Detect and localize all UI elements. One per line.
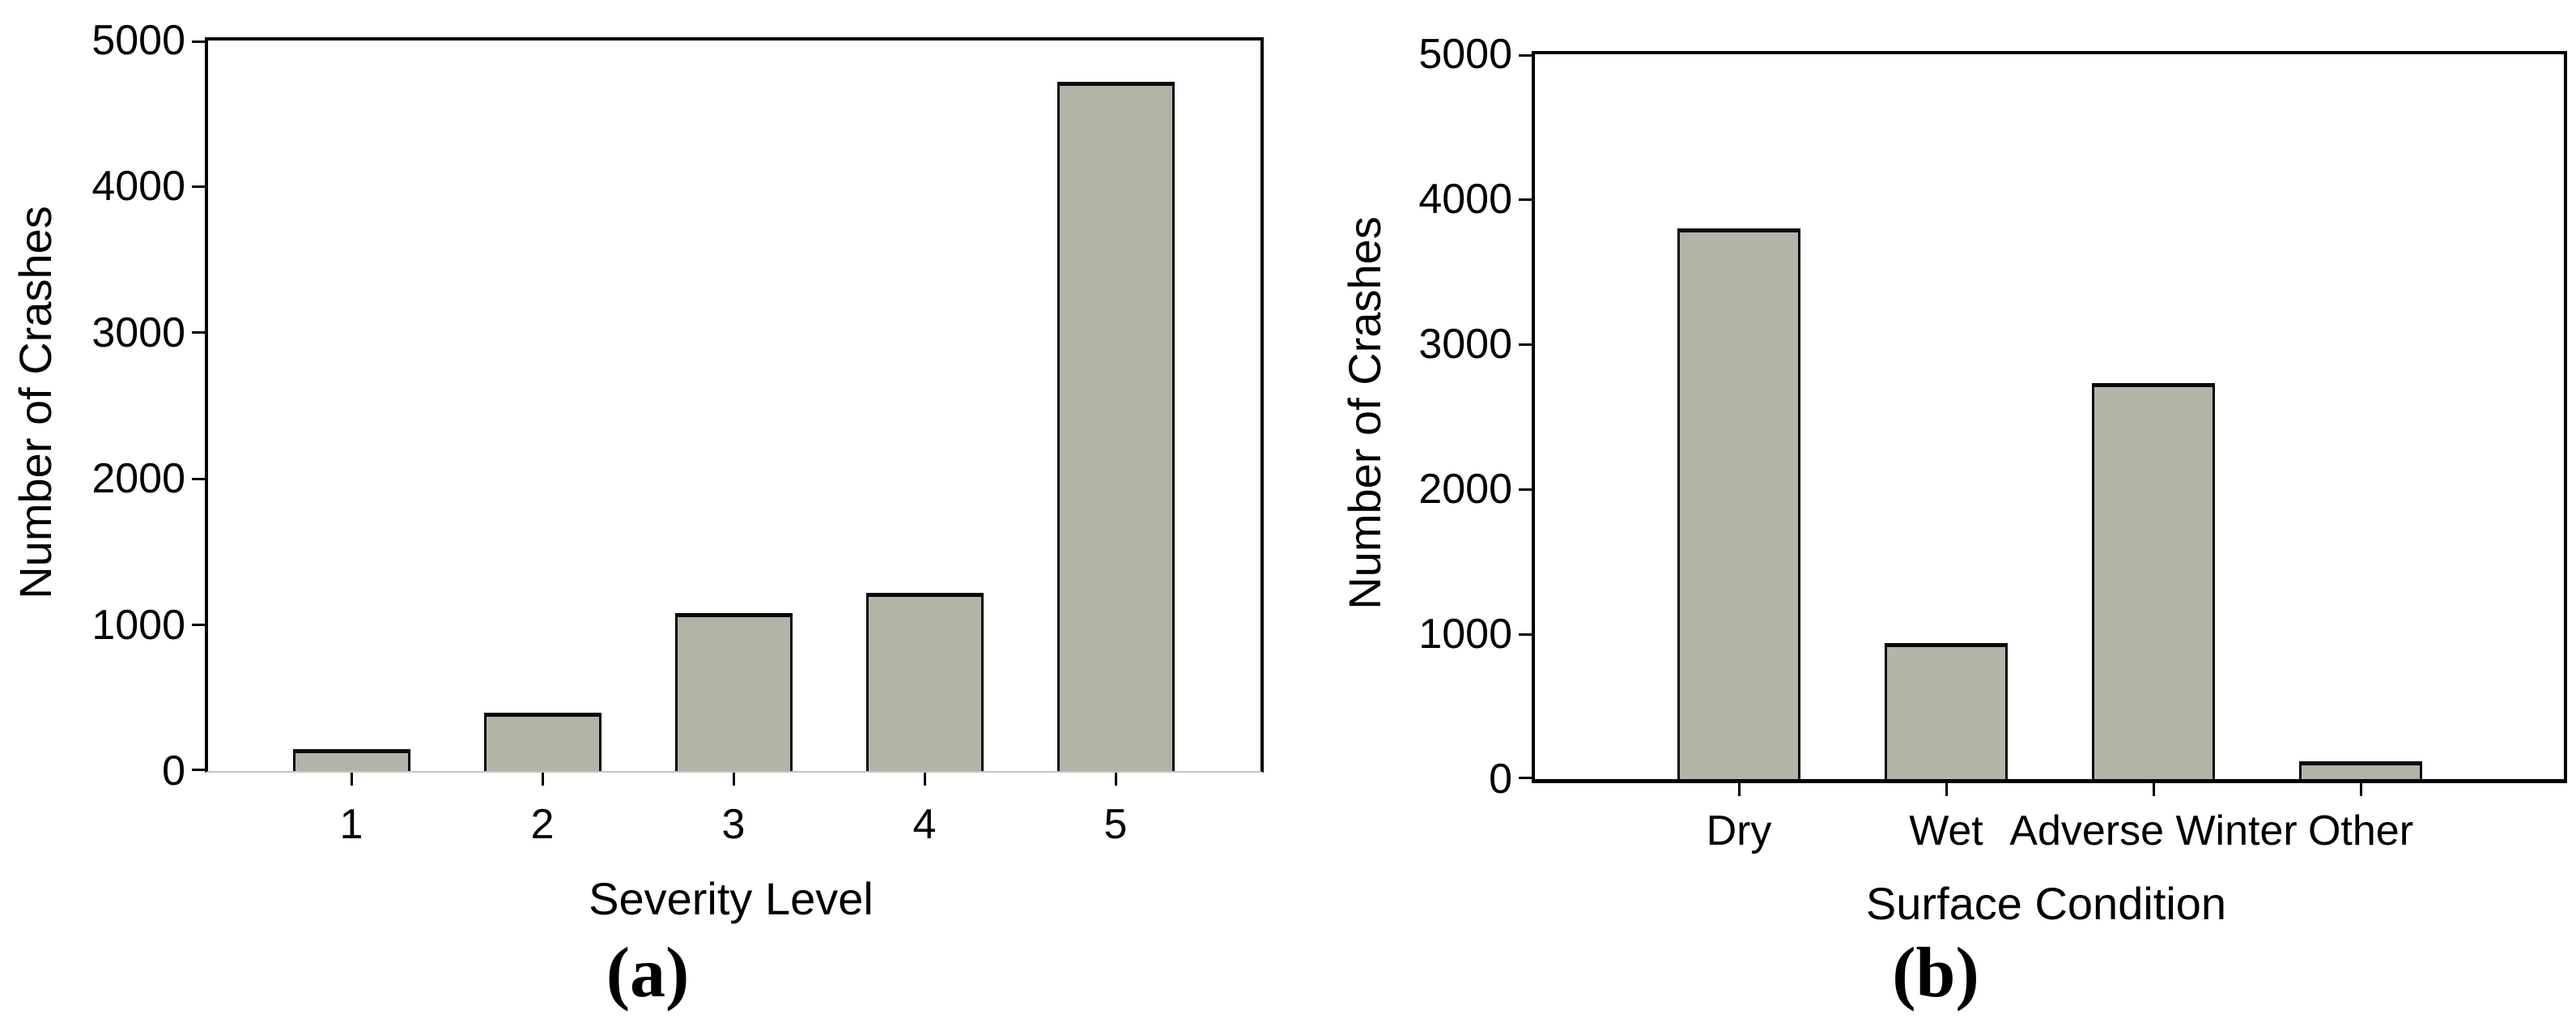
y-tick xyxy=(192,40,205,43)
x-tick xyxy=(923,773,926,786)
bar xyxy=(1677,228,1800,779)
bar xyxy=(483,713,601,771)
y-tick xyxy=(1519,198,1532,201)
bar xyxy=(2299,761,2422,779)
y-tick-label: 4000 xyxy=(1418,176,1512,223)
x-tick xyxy=(541,773,544,786)
y-tick-label: 1000 xyxy=(1418,611,1512,658)
subfigure-a: Number of Crashes 0 1000 2000 3000 4000 5000 1… xyxy=(10,19,1264,1012)
x-tick xyxy=(350,773,353,786)
x-tick-label: Dry xyxy=(1706,807,1772,854)
y-tick-label: 0 xyxy=(162,748,185,795)
y-tick xyxy=(192,331,205,334)
y-tick xyxy=(1519,54,1532,57)
y-tick-label: 3000 xyxy=(1418,321,1512,368)
bar xyxy=(865,593,984,771)
x-tick xyxy=(2152,783,2155,796)
x-tick xyxy=(732,773,735,786)
y-tick xyxy=(192,477,205,480)
x-tick-label: 4 xyxy=(912,801,937,848)
y-tick-label: 3000 xyxy=(91,309,185,356)
y-tick-label: 1000 xyxy=(91,601,185,649)
x-tick-label: 2 xyxy=(530,801,555,848)
x-tick xyxy=(2359,783,2362,796)
bar xyxy=(1056,82,1175,771)
subfigure-caption-a: (a) xyxy=(606,934,690,1012)
x-tick-label: 3 xyxy=(721,801,746,848)
y-tick-label: 5000 xyxy=(1418,31,1512,78)
x-tick-label: Wet xyxy=(1909,807,1983,854)
x-axis-title: Surface Condition xyxy=(1865,878,2227,929)
x-tick-label: Adverse Winter xyxy=(2009,807,2298,854)
plot-area-b: 0 1000 2000 3000 4000 5000 Dry Wet Adverse Winte… xyxy=(1418,33,2567,852)
x-tick xyxy=(1737,783,1741,796)
y-tick-label: 5000 xyxy=(91,17,185,64)
x-tick-label: 1 xyxy=(339,801,363,848)
y-tick xyxy=(192,769,205,771)
bar xyxy=(292,749,410,771)
plot-area-a: 0 1000 2000 3000 4000 5000 1 2 3 4 5 xyxy=(91,19,1264,846)
x-tick-label: Other xyxy=(2307,807,2414,854)
subfigure-caption-b: (b) xyxy=(1892,934,1979,1012)
bar xyxy=(2092,383,2215,779)
y-tick-label: 2000 xyxy=(91,455,185,503)
y-tick xyxy=(1519,633,1532,636)
y-axis-title: Number of Crashes xyxy=(1339,216,1390,610)
y-tick-label: 0 xyxy=(1489,756,1512,803)
subfigure-b: Number of Crashes 0 1000 2000 3000 4000 5000 D… xyxy=(1295,0,2576,1031)
y-tick xyxy=(1519,488,1532,491)
y-axis-title: Number of Crashes xyxy=(10,206,61,599)
y-tick-label: 2000 xyxy=(1418,466,1512,513)
bar xyxy=(674,613,793,771)
y-tick xyxy=(192,624,205,627)
x-tick xyxy=(1945,783,1948,796)
y-tick-label: 4000 xyxy=(91,163,185,211)
x-tick-label: 5 xyxy=(1103,801,1128,848)
y-tick xyxy=(1519,343,1532,346)
y-tick xyxy=(192,185,205,188)
bar xyxy=(1885,643,2008,779)
y-tick xyxy=(1519,777,1532,779)
x-axis-title: Severity Level xyxy=(589,873,874,924)
x-tick xyxy=(1114,773,1117,786)
